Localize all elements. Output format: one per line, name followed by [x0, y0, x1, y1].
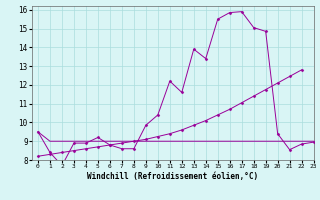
- X-axis label: Windchill (Refroidissement éolien,°C): Windchill (Refroidissement éolien,°C): [87, 172, 258, 181]
